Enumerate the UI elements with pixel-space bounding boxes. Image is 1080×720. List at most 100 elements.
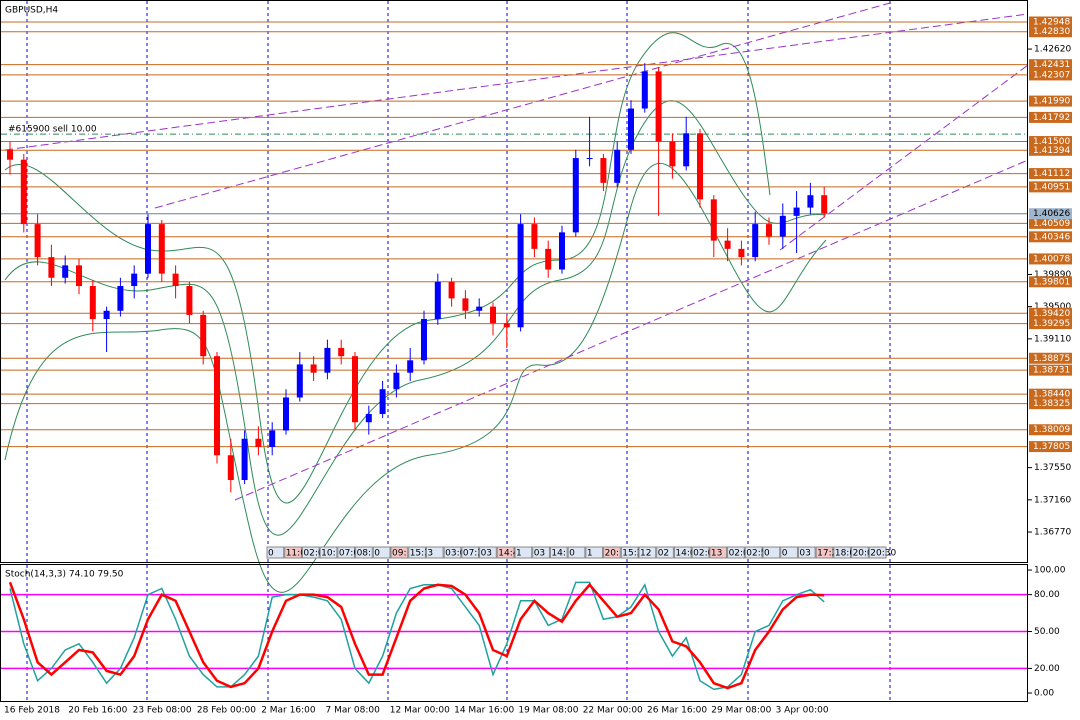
time-tag-box bbox=[496, 546, 515, 559]
time-tag: 07:3 bbox=[461, 546, 483, 559]
level-text: 1.40078 bbox=[1033, 254, 1070, 264]
candle-body bbox=[503, 323, 510, 328]
candle-body bbox=[641, 71, 648, 109]
x-tick-label: 16 Feb 2018 bbox=[4, 706, 60, 716]
time-tag-text: 0 bbox=[569, 549, 575, 559]
candle-body bbox=[766, 224, 772, 237]
candle-body bbox=[324, 347, 331, 373]
time-tag-text: 09: bbox=[392, 549, 406, 559]
candle-body bbox=[103, 310, 110, 320]
y-tick-label: 1.39110 bbox=[1034, 334, 1071, 344]
level-box bbox=[1029, 424, 1072, 436]
level-text: 1.42948 bbox=[1033, 17, 1070, 27]
level-label: 1.38325 bbox=[1029, 398, 1072, 410]
time-tag: 10: bbox=[319, 546, 338, 559]
time-tag-text: 14: bbox=[551, 549, 565, 559]
time-tag-text: 17:20 bbox=[817, 549, 843, 559]
candle-body bbox=[600, 158, 607, 183]
level-text: 1.39420 bbox=[1033, 309, 1070, 319]
time-tag-box bbox=[673, 546, 692, 559]
level-label: 1.41394 bbox=[1029, 144, 1072, 156]
candle-body bbox=[200, 314, 207, 357]
level-box bbox=[1029, 26, 1072, 38]
time-tag-text: 20:0 bbox=[853, 549, 873, 559]
level-text: 1.42431 bbox=[1033, 60, 1070, 70]
time-tag-box bbox=[301, 546, 320, 559]
level-box bbox=[1029, 69, 1072, 81]
time-tag-text: 3 bbox=[427, 549, 433, 559]
time-tag-box bbox=[851, 546, 869, 559]
candle-body bbox=[214, 356, 220, 456]
time-tag-text: 1 bbox=[587, 549, 593, 559]
level-label: 1.38731 bbox=[1029, 364, 1072, 376]
level-label: 1.41792 bbox=[1029, 111, 1072, 123]
y-tick-label: 1.42620 bbox=[1034, 45, 1071, 55]
candle-body bbox=[48, 257, 55, 278]
time-tag: 20: bbox=[603, 546, 621, 559]
time-tag: 03 bbox=[532, 546, 550, 559]
y-tick-label: 20.00 bbox=[1034, 664, 1060, 674]
candle-body bbox=[172, 273, 179, 287]
x-tick-label: 2 Mar 16:00 bbox=[261, 706, 316, 716]
time-tag: 0 bbox=[567, 546, 586, 559]
time-tag-box bbox=[514, 546, 533, 559]
level-box bbox=[1029, 253, 1072, 265]
level-box bbox=[1029, 144, 1072, 156]
level-label: 1.40346 bbox=[1029, 231, 1072, 243]
level-text: 1.37805 bbox=[1033, 442, 1070, 452]
candle-body bbox=[89, 286, 96, 320]
x-tick-label: 28 Feb 00:00 bbox=[197, 706, 256, 716]
x-tick-label: 7 Mar 08:00 bbox=[326, 706, 381, 716]
time-tag-box bbox=[797, 546, 816, 559]
level-box bbox=[1029, 168, 1072, 180]
candle-body bbox=[227, 455, 234, 481]
time-tag-text: 0 bbox=[782, 549, 788, 559]
candle-body bbox=[462, 298, 469, 311]
main-pane bbox=[0, 0, 1028, 563]
candle-body bbox=[338, 347, 345, 357]
time-tag: 0 bbox=[372, 546, 391, 559]
time-tag: 02:5 bbox=[744, 546, 767, 559]
time-tag-text: 10: bbox=[321, 549, 335, 559]
time-tag-box bbox=[337, 546, 356, 559]
candle-body bbox=[352, 356, 358, 423]
time-tag: 08: bbox=[355, 546, 373, 559]
candle-body bbox=[310, 364, 317, 373]
level-box bbox=[1029, 318, 1072, 330]
level-label: 1.38875 bbox=[1029, 352, 1072, 364]
candle-body bbox=[669, 141, 676, 167]
stoch-line bbox=[8, 581, 825, 690]
time-tag: 15:3 bbox=[620, 546, 643, 559]
level-label: 1.40951 bbox=[1029, 181, 1072, 193]
time-tag-box bbox=[585, 546, 604, 559]
time-tag: 14: bbox=[549, 546, 568, 559]
candle-body bbox=[34, 224, 41, 258]
candle-body bbox=[241, 438, 248, 481]
time-tag: 12 bbox=[638, 546, 657, 559]
level-text: 1.40509 bbox=[1033, 219, 1070, 229]
candle-body bbox=[545, 248, 552, 270]
time-tag: 1 bbox=[514, 546, 533, 559]
time-tag-box bbox=[425, 546, 444, 559]
level-text: 1.41990 bbox=[1033, 97, 1070, 107]
candle-body bbox=[655, 71, 662, 142]
time-tag-box bbox=[603, 546, 621, 559]
level-box bbox=[1029, 59, 1072, 71]
time-tag-box bbox=[372, 546, 391, 559]
candle-body bbox=[283, 397, 289, 431]
trendline bbox=[4, 13, 1029, 151]
time-tag: 14:45 bbox=[496, 546, 524, 559]
time-tag-text: 12 bbox=[640, 549, 651, 559]
candle-body bbox=[697, 133, 703, 200]
candle-body bbox=[476, 306, 483, 311]
time-tag-text: 03:00 bbox=[445, 549, 471, 559]
level-box bbox=[1029, 136, 1072, 148]
level-box bbox=[1029, 111, 1072, 123]
time-tag: 0 bbox=[266, 546, 285, 559]
level-text: 1.41792 bbox=[1033, 113, 1070, 123]
candle-body bbox=[255, 438, 262, 447]
level-box bbox=[1029, 388, 1072, 400]
level-box bbox=[1029, 276, 1072, 288]
